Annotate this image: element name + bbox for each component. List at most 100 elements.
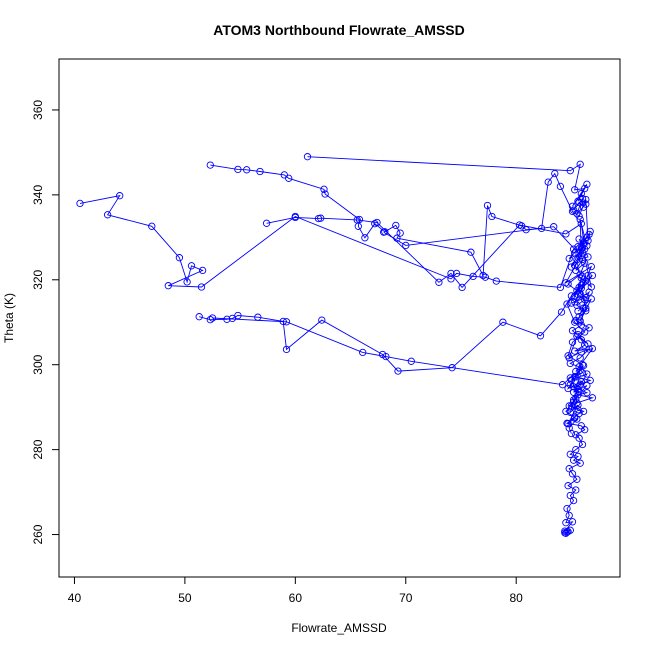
data-point <box>256 167 264 176</box>
data-point <box>579 203 588 211</box>
data-point <box>567 299 576 307</box>
y-tick-label: 320 <box>31 269 45 289</box>
data-point <box>572 486 580 494</box>
data-point <box>564 527 572 536</box>
data-point <box>234 165 242 174</box>
data-point <box>583 381 591 390</box>
data-point <box>569 388 578 396</box>
data-point <box>577 274 585 282</box>
data-point <box>564 280 572 288</box>
data-point <box>587 283 595 291</box>
data-point <box>576 317 584 325</box>
data-point <box>195 313 203 321</box>
chart-title: ATOM3 Northbound Flowrate_AMSSD <box>213 22 464 38</box>
data-point <box>573 287 581 295</box>
data-point <box>581 184 589 193</box>
data-point <box>575 434 583 442</box>
data-point <box>587 295 595 303</box>
data-point <box>568 327 577 335</box>
x-tick-label: 80 <box>510 591 524 605</box>
data-point <box>488 212 496 221</box>
series-5 <box>303 153 591 218</box>
data-point <box>566 359 574 368</box>
data-point <box>392 221 400 230</box>
data-point <box>183 278 191 286</box>
data-point <box>402 241 410 250</box>
data-point <box>452 269 461 278</box>
series-7 <box>208 314 591 414</box>
data-point <box>483 201 492 210</box>
data-point <box>588 394 597 402</box>
data-point <box>317 214 325 222</box>
data-point <box>574 452 582 461</box>
data-point <box>544 178 552 186</box>
data-point <box>566 491 574 500</box>
data-point <box>562 529 570 537</box>
data-point <box>576 160 584 168</box>
data-point <box>285 174 293 182</box>
x-axis-label: Flowrate_AMSSD <box>291 621 387 635</box>
data-point <box>574 406 582 414</box>
data-point <box>353 216 361 224</box>
data-point <box>447 269 455 278</box>
data-point <box>565 402 573 410</box>
y-axis-label: Theta (K) <box>2 293 16 343</box>
data-point <box>567 429 576 438</box>
data-point <box>556 182 565 191</box>
data-point <box>578 255 587 264</box>
data-point <box>576 215 584 224</box>
data-point <box>575 198 583 207</box>
data-point <box>76 199 84 208</box>
data-point <box>576 366 584 374</box>
data-point <box>565 254 573 263</box>
data-point <box>574 197 582 205</box>
data-point <box>103 211 112 219</box>
data-point <box>198 266 207 275</box>
data-point <box>565 465 573 473</box>
y-tick-label: 300 <box>31 354 45 374</box>
data-point <box>197 283 206 291</box>
data-point <box>569 456 578 464</box>
x-tick-label: 60 <box>289 591 303 605</box>
data-point <box>321 190 329 198</box>
data-point <box>585 324 593 332</box>
data-point <box>361 234 369 242</box>
data-point <box>565 511 573 520</box>
data-point <box>581 426 589 434</box>
data-point <box>175 254 184 262</box>
data-point <box>568 207 577 216</box>
data-point <box>579 239 588 247</box>
data-point <box>576 270 584 278</box>
data-point <box>447 275 455 283</box>
data-point <box>578 440 587 449</box>
data-point <box>564 482 572 490</box>
data-point <box>572 395 580 403</box>
data-point <box>571 318 579 326</box>
data-point <box>291 213 299 222</box>
data-point <box>582 293 590 302</box>
data-point <box>206 161 214 169</box>
data-point <box>568 470 577 478</box>
data-point <box>206 316 214 324</box>
data-point <box>564 384 572 393</box>
data-point <box>394 367 402 375</box>
data-point <box>568 518 577 526</box>
y-tick-label: 280 <box>31 439 45 459</box>
data-point <box>228 314 237 323</box>
data-point <box>575 235 583 243</box>
data-point <box>576 459 584 467</box>
data-point <box>588 271 597 280</box>
series-line <box>212 317 588 411</box>
data-point <box>382 352 390 361</box>
data-point <box>577 284 585 292</box>
data-point <box>116 192 124 200</box>
data-point <box>564 352 572 360</box>
data-point <box>282 318 291 326</box>
data-point <box>469 272 477 281</box>
data-point <box>574 243 582 251</box>
data-point <box>573 475 581 483</box>
data-point <box>568 202 577 210</box>
data-point <box>586 227 594 236</box>
